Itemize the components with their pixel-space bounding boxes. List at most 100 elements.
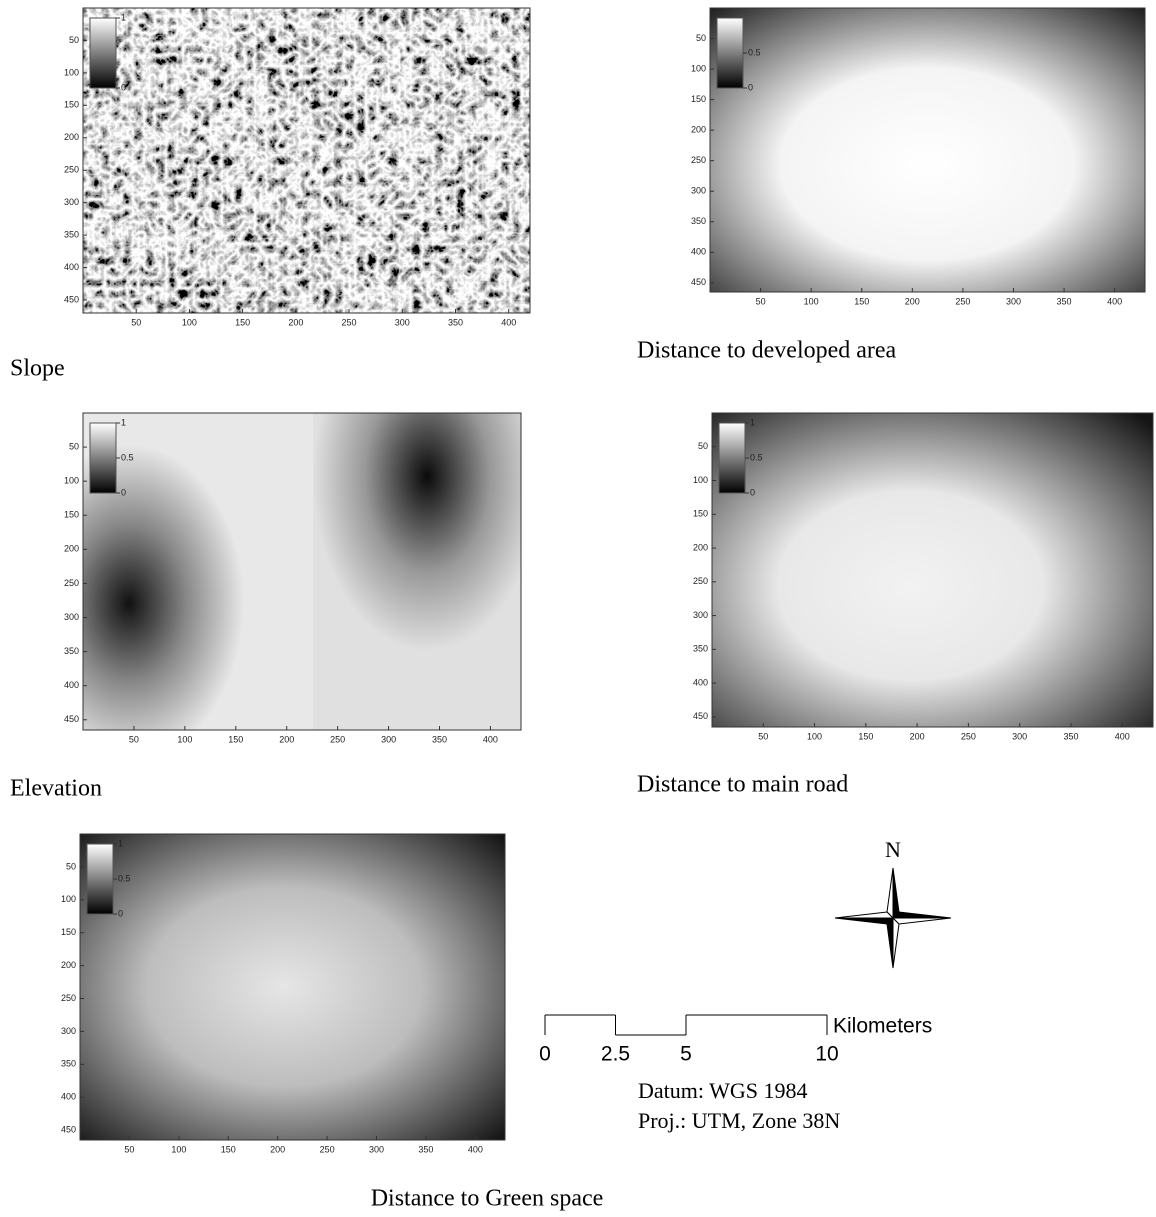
y-tick-label: 350 [64,646,79,656]
caption: Distance to main road [637,772,848,798]
y-tick-label: 50 [696,33,706,43]
x-tick-label: 200 [270,1144,285,1154]
caption: Elevation [10,776,102,802]
x-tick-label: 350 [1063,731,1078,741]
y-tick-label: 50 [66,861,76,871]
y-tick-label: 400 [64,680,79,690]
y-tick-label: 150 [693,509,708,519]
colorbar-label: 0.5 [748,47,761,57]
y-tick-label: 100 [693,475,708,485]
y-tick-label: 200 [693,542,708,552]
colorbar-label: 1 [121,417,126,427]
raster [313,413,521,730]
scale-unit: Kilometers [833,1015,932,1038]
colorbar-label: 0 [748,82,753,92]
x-tick-label: 100 [177,734,192,744]
x-tick-label: 300 [369,1144,384,1154]
x-tick-label: 400 [1107,296,1122,306]
x-tick-label: 50 [124,1144,134,1154]
y-tick-label: 400 [61,1092,76,1102]
x-tick-label: 50 [756,296,766,306]
x-tick-label: 100 [804,296,819,306]
x-tick-label: 300 [1012,731,1027,741]
y-tick-label: 450 [61,1125,76,1135]
y-tick-label: 450 [64,294,79,304]
x-tick-label: 400 [483,734,498,744]
x-tick-label: 100 [182,317,197,327]
x-tick-label: 200 [905,296,920,306]
y-tick-label: 100 [61,894,76,904]
x-tick-label: 350 [432,734,447,744]
y-tick-label: 200 [61,960,76,970]
y-tick-label: 150 [64,100,79,110]
colorbar [87,844,113,914]
y-tick-label: 450 [693,711,708,721]
colorbar-label: 1 [118,838,123,848]
y-tick-label: 400 [64,262,79,272]
y-tick-label: 50 [698,441,708,451]
y-tick-label: 450 [64,714,79,724]
scale-label: 0 [539,1043,551,1066]
x-tick-label: 400 [468,1144,483,1154]
y-tick-label: 250 [691,155,706,165]
y-tick-label: 200 [64,544,79,554]
scale-label: 2.5 [601,1043,630,1066]
y-tick-label: 300 [693,610,708,620]
y-tick-label: 50 [69,35,79,45]
x-tick-label: 200 [279,734,294,744]
y-tick-label: 350 [691,216,706,226]
scale-label: 10 [815,1043,838,1066]
x-tick-label: 50 [131,317,141,327]
y-tick-label: 350 [693,644,708,654]
y-tick-label: 400 [691,247,706,257]
north-arrow [835,868,951,968]
x-tick-label: 200 [910,731,925,741]
y-tick-label: 300 [691,186,706,196]
x-tick-label: 250 [955,296,970,306]
x-tick-label: 350 [418,1144,433,1154]
colorbar-label: 0.5 [121,452,134,462]
x-tick-label: 50 [129,734,139,744]
caption: Distance to developed area [637,338,897,364]
colorbar-label: 0.5 [750,452,763,462]
projection: Proj.: UTM, Zone 38N [638,1108,840,1133]
y-tick-label: 350 [61,1059,76,1069]
y-tick-label: 100 [64,476,79,486]
x-tick-label: 100 [171,1144,186,1154]
colorbar [717,18,743,88]
x-tick-label: 150 [858,731,873,741]
x-tick-label: 350 [1057,296,1072,306]
x-tick-label: 250 [961,731,976,741]
y-tick-label: 350 [64,230,79,240]
y-tick-label: 100 [691,63,706,73]
raster [80,834,505,1140]
colorbar-label: 0 [750,487,755,497]
y-tick-label: 150 [64,510,79,520]
x-tick-label: 250 [320,1144,335,1154]
colorbar-label: 0.5 [118,873,131,883]
y-tick-label: 250 [64,165,79,175]
caption: Slope [10,356,65,382]
y-tick-label: 250 [61,993,76,1003]
colorbar-label: 0 [121,487,126,497]
y-tick-label: 300 [61,1026,76,1036]
caption: Distance to Green space [371,1186,604,1212]
colorbar-label: 1 [750,417,755,427]
x-tick-label: 300 [1006,296,1021,306]
y-tick-label: 400 [693,677,708,687]
y-tick-label: 200 [691,125,706,135]
x-tick-label: 250 [330,734,345,744]
raster [83,413,313,730]
x-tick-label: 400 [501,317,516,327]
x-tick-label: 50 [758,731,768,741]
figure: N Kilometers Datum: WGS 1984 Proj.: UTM,… [0,0,1156,1217]
y-tick-label: 200 [64,132,79,142]
colorbar [90,423,116,493]
y-tick-label: 250 [64,578,79,588]
raster-texture [83,8,530,313]
colorbar-label: 1 [121,12,126,22]
x-tick-label: 200 [288,317,303,327]
raster [710,8,1145,292]
x-tick-label: 150 [221,1144,236,1154]
x-tick-label: 150 [228,734,243,744]
